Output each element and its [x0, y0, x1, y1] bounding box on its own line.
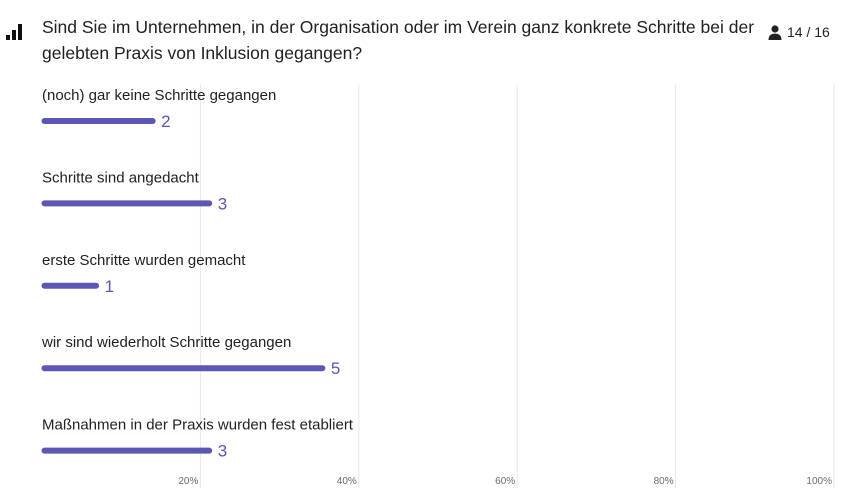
x-tick-label: 40%	[337, 476, 357, 487]
x-tick-label: 80%	[654, 476, 674, 487]
category-label: Schritte sind angedacht	[42, 169, 200, 186]
response-count-text: 14 / 16	[787, 24, 830, 40]
x-tick-label: 100%	[806, 476, 832, 487]
category-label: wir sind wiederholt Schritte gegangen	[41, 334, 291, 351]
category-label: erste Schritte wurden gemacht	[42, 252, 246, 269]
data-label: 1	[105, 277, 114, 296]
category-label: (noch) gar keine Schritte gegangen	[42, 87, 276, 104]
response-count: 14 / 16	[768, 24, 830, 40]
person-icon	[768, 24, 782, 40]
data-label: 2	[161, 112, 170, 131]
data-label: 3	[218, 194, 227, 213]
question-title: Sind Sie im Unternehmen, in der Organisa…	[42, 17, 755, 63]
x-tick-label: 60%	[495, 476, 515, 487]
x-tick-label: 20%	[178, 476, 198, 487]
data-label: 5	[331, 359, 340, 378]
data-label: 3	[218, 442, 227, 461]
category-label: Maßnahmen in der Praxis wurden fest etab…	[42, 417, 354, 434]
bar-chart-icon	[6, 24, 22, 40]
